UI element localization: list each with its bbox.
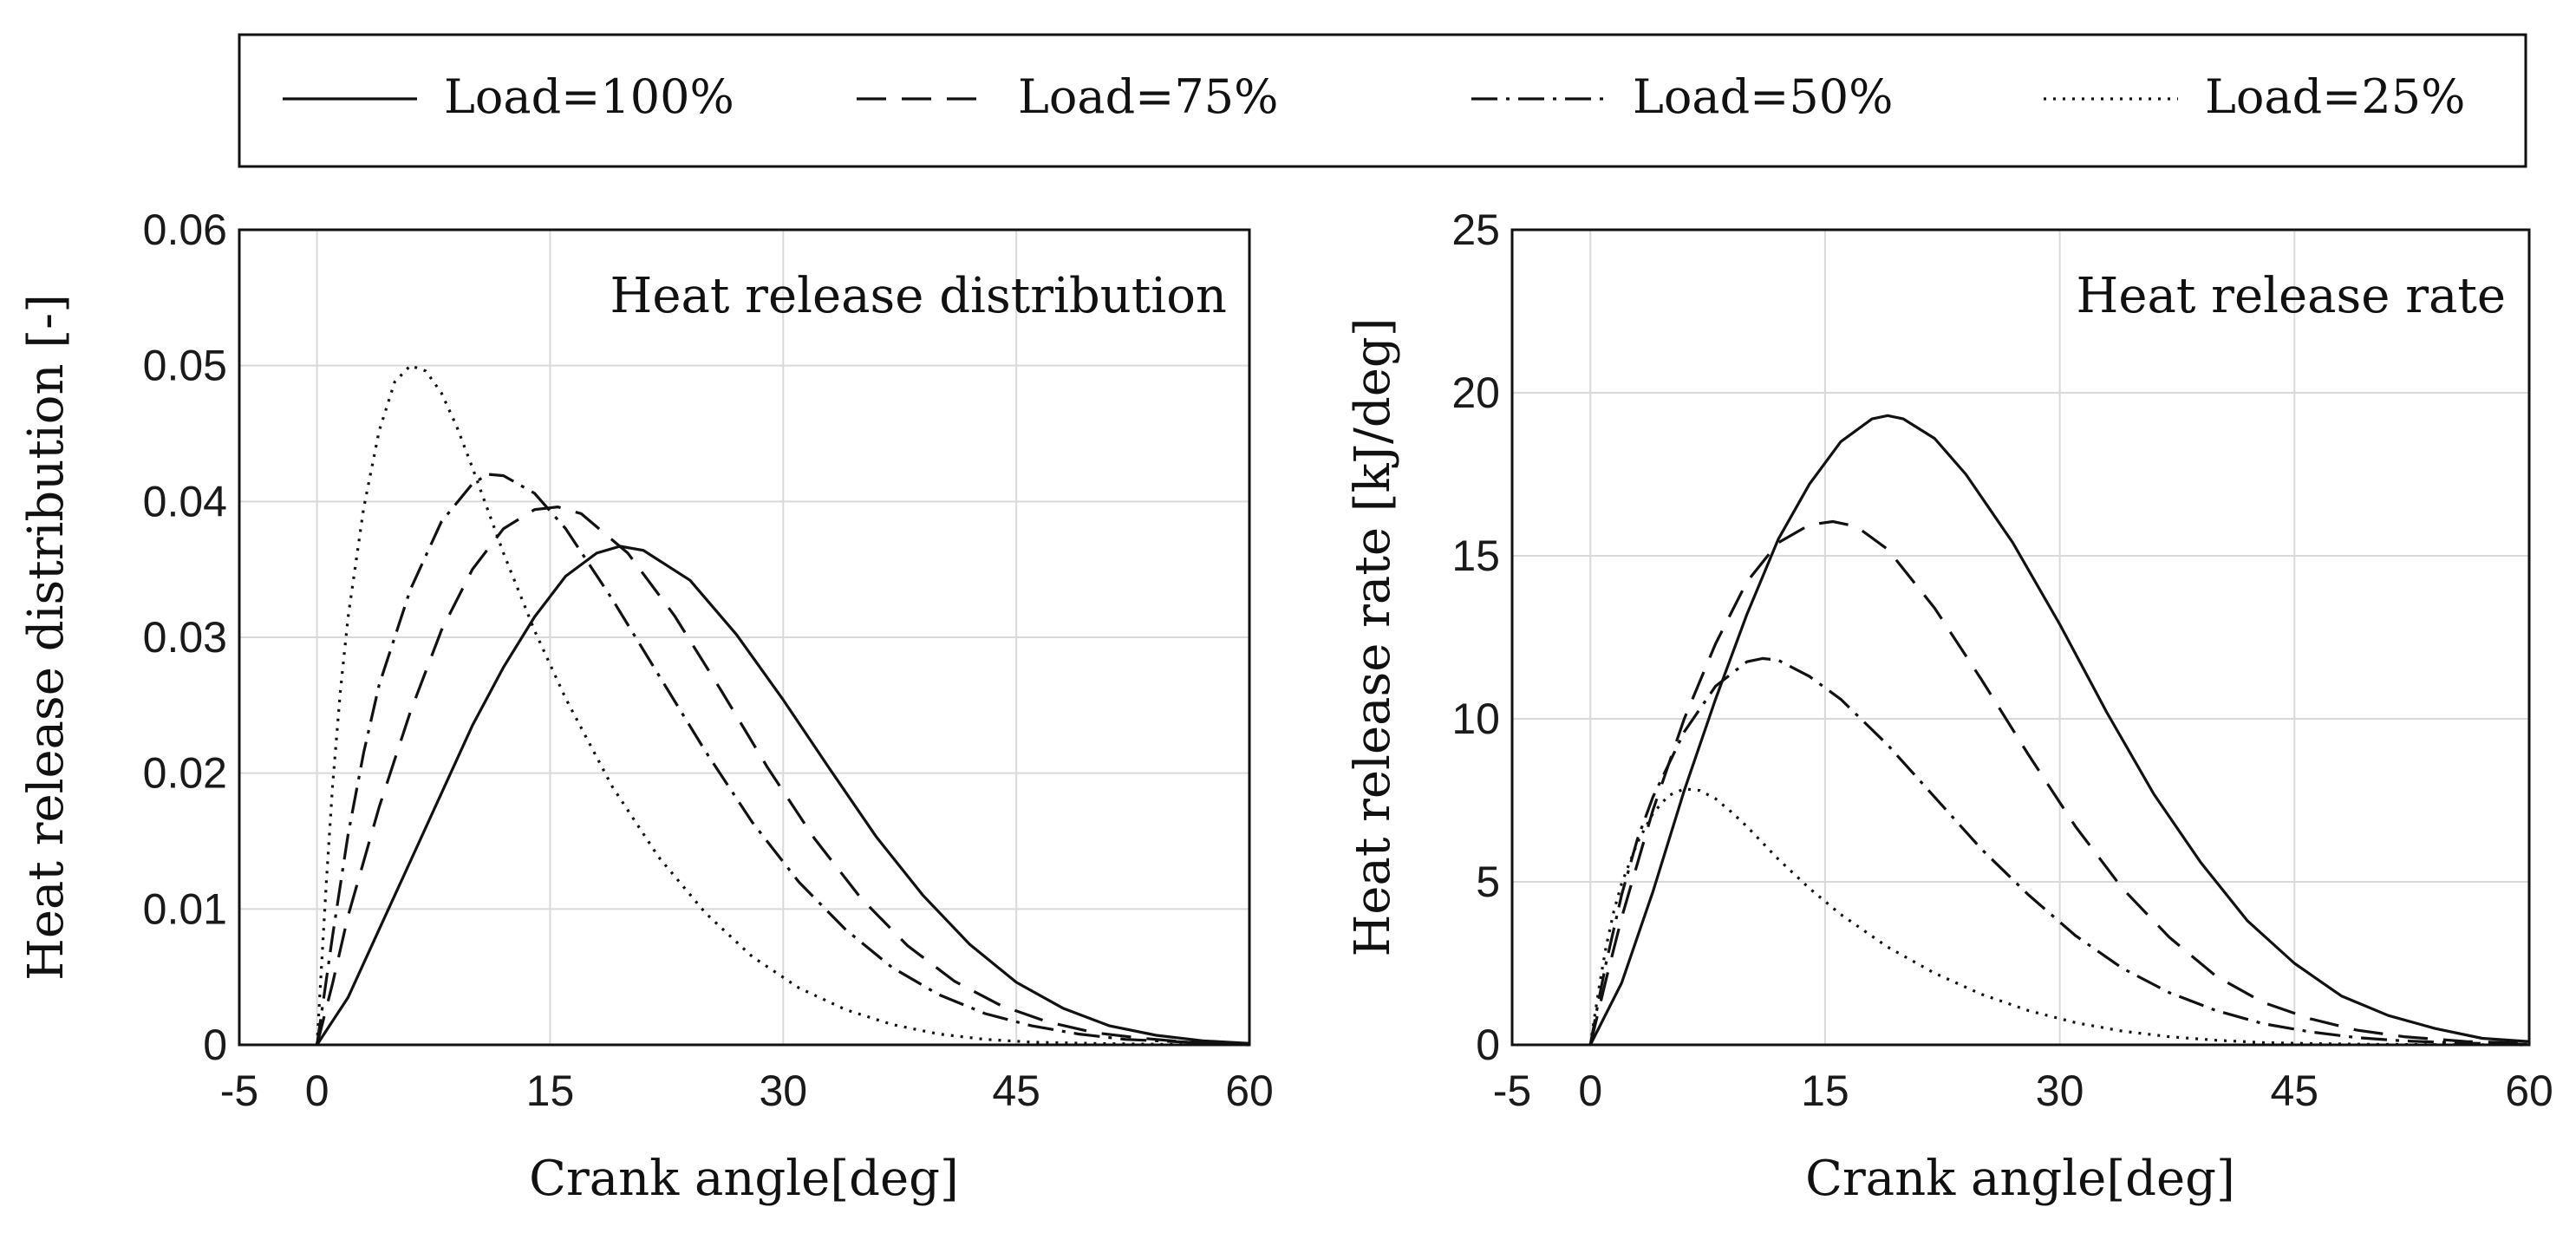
right-y-tick-label: 0 (1476, 1021, 1500, 1069)
right-x-tick-label: 45 (2270, 1067, 2318, 1115)
left-curves (316, 364, 1250, 1047)
left-y-axis-label: Heat release distribution [-] (18, 294, 75, 981)
right-curves (1588, 414, 2530, 1047)
right-y-tick-label: 25 (1451, 206, 1500, 254)
left-x-tick-label: 15 (526, 1067, 575, 1115)
left-y-tick-label: 0.04 (143, 477, 227, 525)
left-y-tick-label: 0.05 (143, 342, 227, 390)
right-chart-title: Heat release rate (2077, 268, 2507, 324)
right-series-load-75 (1588, 519, 2530, 1046)
right-series-load-100 (1588, 414, 2530, 1046)
right-x-tick-label: 30 (2036, 1067, 2084, 1115)
left-x-tick-label: 45 (992, 1067, 1040, 1115)
right-x-tick-label: -5 (1493, 1067, 1531, 1115)
right-y-tick-label: 15 (1451, 532, 1500, 580)
left-x-tick-label: 0 (305, 1067, 329, 1115)
left-y-tick-label: 0.06 (143, 206, 227, 254)
right-x-tick-label: 0 (1578, 1067, 1602, 1115)
right-x-tick-label: 60 (2505, 1067, 2553, 1115)
legend-label-load-25: Load=25% (2205, 69, 2465, 124)
legend: Load=100% Load=75% Load=50% Load=25% (238, 33, 2527, 168)
legend-label-load-100: Load=100% (444, 69, 734, 124)
left-y-tick-label: 0.01 (143, 884, 227, 933)
left-series-load-50 (316, 473, 1250, 1046)
left-x-axis-label: Crank angle[deg] (529, 1151, 959, 1207)
left-y-tick-label: 0 (203, 1021, 227, 1069)
left-series-load-75 (316, 506, 1250, 1046)
left-x-tick-label: -5 (220, 1067, 258, 1115)
left-y-tick-label: 0.03 (143, 613, 227, 662)
right-y-axis-label: Heat release rate [kJ/deg] (1345, 317, 1401, 956)
left-series-load-100 (316, 545, 1250, 1046)
legend-label-load-75: Load=75% (1018, 69, 1278, 124)
legend-label-load-50: Load=50% (1633, 69, 1893, 124)
right-x-axis-label: Crank angle[deg] (1805, 1151, 2235, 1207)
legend-box (238, 33, 2527, 168)
left-y-tick-label: 0.02 (143, 749, 227, 798)
right-y-tick-label: 5 (1476, 858, 1500, 906)
right-x-tick-label: 15 (1801, 1067, 1849, 1115)
left-chart-title: Heat release distribution (610, 268, 1227, 324)
right-plot-frame (1510, 228, 2531, 1047)
right-series-load-25 (1588, 787, 2530, 1047)
right-y-tick-label: 10 (1451, 695, 1500, 743)
left-plot-frame (238, 228, 1251, 1047)
left-x-tick-label: 30 (759, 1067, 807, 1115)
right-y-tick-label: 20 (1451, 369, 1500, 417)
left-x-tick-label: 60 (1225, 1067, 1274, 1115)
